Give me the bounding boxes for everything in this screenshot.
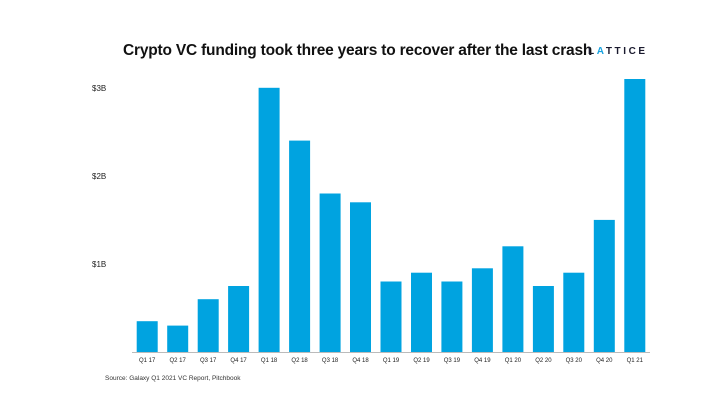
bar-q4-19 xyxy=(471,268,493,352)
x-tick-label: Q1 20 xyxy=(505,358,522,364)
y-tick-label: $1B xyxy=(92,260,106,269)
x-tick-label: Q4 20 xyxy=(596,358,613,364)
x-tick-label: Q1 19 xyxy=(383,358,400,364)
bar-q2-17 xyxy=(167,325,189,352)
bar-q4-17 xyxy=(228,286,250,352)
x-axis: Q1 17 Q2 17 Q3 17 Q4 17 Q1 18 Q2 18 Q3 18 Q4 18… xyxy=(139,358,644,364)
chart-title: Crypto VC funding took three years to re… xyxy=(123,42,593,59)
x-tick-label: Q2 18 xyxy=(291,358,308,364)
x-tick-label: Q2 20 xyxy=(535,358,552,364)
x-tick-label: Q1 18 xyxy=(261,358,278,364)
bar-q3-18 xyxy=(319,193,341,352)
y-tick-label: $3B xyxy=(92,84,106,93)
bar-q2-18 xyxy=(289,140,311,352)
x-tick-label: Q4 17 xyxy=(230,358,247,364)
x-tick-label: Q1 21 xyxy=(627,358,644,364)
bar-q1-20 xyxy=(502,246,524,352)
bar-q2-19 xyxy=(411,272,432,352)
bar-q4-20 xyxy=(593,219,615,352)
logo-text: LATTICE xyxy=(588,46,648,57)
y-tick-label: $2B xyxy=(92,172,106,181)
y-axis: $1B $2B $3B xyxy=(92,84,106,269)
bar-q3-17 xyxy=(197,299,219,352)
bar-q2-20 xyxy=(532,286,554,352)
x-tick-label: Q2 19 xyxy=(413,358,430,364)
x-tick-label: Q4 19 xyxy=(474,358,491,364)
bars-group xyxy=(136,79,646,353)
x-tick-label: Q3 20 xyxy=(566,358,583,364)
lattice-logo: LATTICE xyxy=(588,46,648,57)
x-tick-label: Q2 17 xyxy=(170,358,187,364)
bar-q1-21 xyxy=(624,79,646,352)
x-tick-label: Q4 18 xyxy=(352,358,369,364)
logo-accent-letter: A xyxy=(596,46,606,57)
x-tick-label: Q3 18 xyxy=(322,358,339,364)
bar-q3-19 xyxy=(441,281,463,352)
source-note: Source: Galaxy Q1 2021 VC Report, Pitchb… xyxy=(105,375,241,382)
bar-q3-20 xyxy=(563,272,585,352)
bar-q1-19 xyxy=(380,281,402,352)
bar-q1-18 xyxy=(258,87,280,353)
x-tick-label: Q3 19 xyxy=(444,358,461,364)
bar-q4-18 xyxy=(350,202,371,352)
x-tick-label: Q1 17 xyxy=(139,358,156,364)
bar-q1-17 xyxy=(136,321,158,352)
x-tick-label: Q3 17 xyxy=(200,358,217,364)
